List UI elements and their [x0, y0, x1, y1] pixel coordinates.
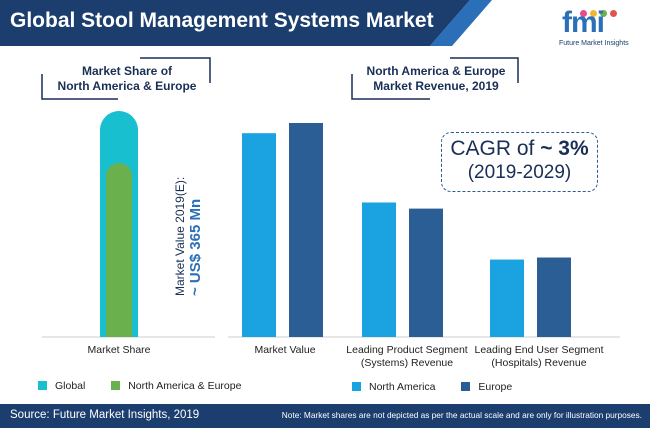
category-label-product-segment: Leading Product Segment (Systems) Revenue — [334, 344, 480, 370]
right-panel-label: North America & Europe Market Revenue, 2… — [356, 64, 516, 94]
logo-fmi: fmi — [562, 6, 605, 39]
bar-europe-1 — [289, 123, 323, 337]
right-panel-label-line2: Market Revenue, 2019 — [373, 79, 499, 93]
legend-label-global: Global — [55, 380, 86, 392]
bar-europe-2 — [409, 208, 443, 337]
left-panel-label-line2: North America & Europe — [57, 79, 197, 93]
right-panel-label-line1: North America & Europe — [366, 64, 506, 78]
logo-dots — [580, 4, 620, 22]
legend-right: North America Europe — [352, 381, 512, 393]
legend-swatch-global — [38, 381, 47, 390]
footer-bar: Source: Future Market Insights, 2019 Not… — [0, 404, 650, 428]
category-label-end-user-segment: Leading End User Segment (Hospitals) Reve… — [464, 344, 614, 370]
category-label-market-value-line-1: Market Value — [254, 344, 316, 356]
cagr-box: CAGR of ~ 3% (2019-2029) — [441, 132, 598, 192]
legend-left: Global North America & Europe — [38, 380, 241, 392]
bar-charts — [100, 111, 571, 337]
legend-swatch-europe — [461, 382, 471, 391]
cagr-value: ~ 3% — [540, 137, 589, 160]
bar-north-america-2 — [362, 202, 396, 337]
legend-swatch-north-america-europe — [111, 381, 121, 390]
bar-europe-3 — [537, 257, 571, 337]
legend-swatch-north-america — [352, 382, 361, 391]
category-label-product-segment-line-2: (Systems) Revenue — [360, 357, 454, 369]
cagr-prefix: CAGR of — [450, 137, 535, 160]
bar-north-america-europe-market-share — [106, 162, 132, 337]
bar-north-america-3 — [490, 259, 524, 337]
header-banner — [0, 0, 492, 46]
category-label-end-user-segment-line-2: (Hospitals) Revenue — [491, 357, 587, 369]
legend-label-north-america-europe: North America & Europe — [128, 380, 242, 392]
page-title: Global Stool Management Systems Market — [10, 9, 434, 32]
left-panel-label: Market Share of North America & Europe — [52, 64, 202, 94]
category-label-end-user-segment-line-1: Leading End User Segment — [474, 344, 604, 356]
category-label-market-value: Market Value — [220, 344, 350, 357]
left-panel-label-line1: Market Share of — [81, 64, 173, 78]
bar-north-america-1 — [242, 133, 276, 337]
note-text: Note: Market shares are not depicted as … — [281, 410, 642, 420]
cagr-period: (2019-2029) — [467, 162, 572, 183]
legend-label-europe: Europe — [478, 381, 513, 393]
legend-label-north-america: North America — [369, 381, 436, 393]
source-text: Source: Future Market Insights, 2019 — [10, 409, 200, 421]
category-label-market-share: Market Share — [87, 344, 151, 356]
logo-tagline: Future Market Insights — [559, 40, 629, 47]
category-label-product-segment-line-1: Leading Product Segment — [346, 344, 468, 356]
